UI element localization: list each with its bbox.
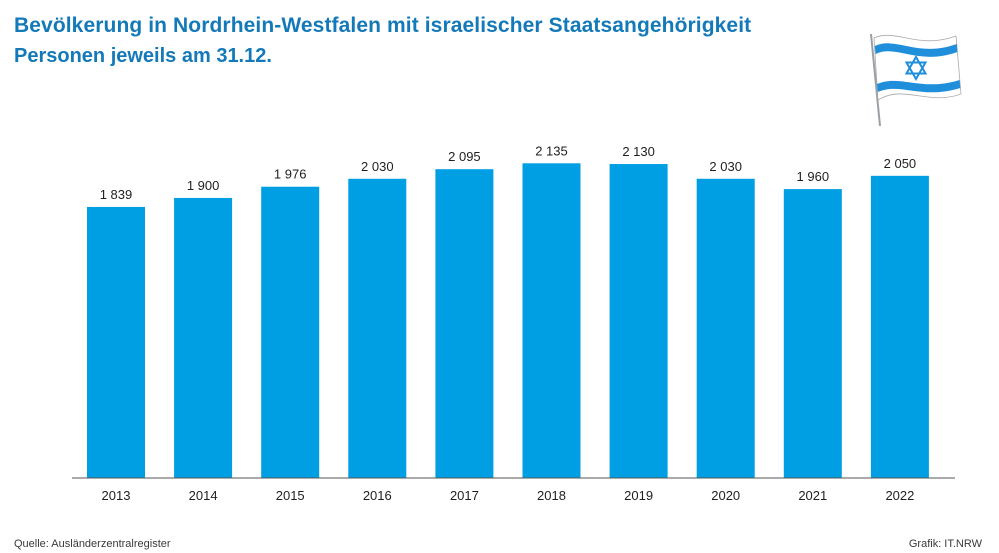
x-tick-label: 2017 <box>450 488 479 503</box>
bar-2015 <box>261 186 320 478</box>
bar-2018 <box>522 163 581 478</box>
bar-2014 <box>174 197 233 478</box>
bar-2021 <box>783 189 842 478</box>
bar-value-label: 2 135 <box>535 143 568 158</box>
x-tick-label: 2014 <box>189 488 218 503</box>
bar-value-label: 2 050 <box>884 156 917 171</box>
x-tick-label: 2013 <box>102 488 131 503</box>
chart-subtitle: Personen jeweils am 31.12. <box>14 45 272 67</box>
bar-value-label: 1 900 <box>187 178 220 193</box>
bar-2022 <box>870 175 929 478</box>
x-tick-label: 2015 <box>276 488 305 503</box>
bar-value-label: 1 976 <box>274 167 307 182</box>
israel-flag-icon <box>870 33 962 127</box>
source-note: Quelle: Ausländerzentralregister <box>14 538 171 550</box>
x-tick-labels: 2013 2014 2015 2016 2017 2018 2019 2020 2021 2022 <box>102 488 915 503</box>
x-tick-label: 2022 <box>885 488 914 503</box>
bar-value-label: 2 030 <box>361 159 394 174</box>
bar-2013 <box>87 206 145 478</box>
bar-value-label: 2 130 <box>622 144 655 159</box>
bar-value-label: 2 095 <box>448 149 481 164</box>
bar-2020 <box>696 178 755 478</box>
x-tick-label: 2016 <box>363 488 392 503</box>
x-tick-label: 2019 <box>624 488 653 503</box>
x-tick-label: 2018 <box>537 488 566 503</box>
bar-2017 <box>435 169 494 478</box>
x-tick-label: 2021 <box>798 488 827 503</box>
bar-value-label: 1 960 <box>797 169 830 184</box>
bar-2016 <box>348 178 407 478</box>
bar-value-label: 1 839 <box>100 187 133 202</box>
bar-value-label: 2 030 <box>709 159 742 174</box>
graphic-credit: Grafik: IT.NRW <box>908 538 982 550</box>
chart-title: Bevölkerung in Nordrhein-Westfalen mit i… <box>14 14 752 37</box>
bar-2019 <box>609 164 668 478</box>
x-tick-label: 2020 <box>711 488 740 503</box>
bars-group: 1 839 1 900 1 976 2 030 2 095 2 135 2 130 2 030… <box>87 143 929 478</box>
